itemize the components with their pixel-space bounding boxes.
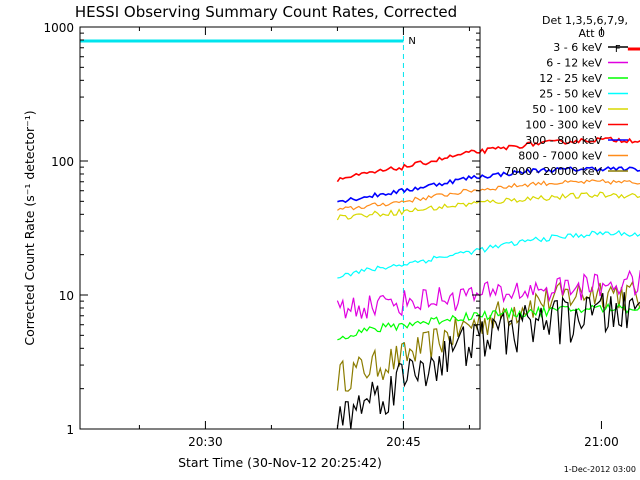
y-tick-label: 100	[51, 155, 74, 169]
legend-entry-label: 300 - 800 keV	[525, 134, 602, 147]
legend-entry-label: 800 - 7000 keV	[518, 150, 602, 163]
x-tick-label: 21:00	[584, 435, 619, 449]
y-axis-label: Corrected Count Rate (s⁻¹ detector⁻¹)	[22, 110, 37, 345]
legend-entry-label: 6 - 12 keV	[546, 57, 602, 70]
legend-entry-label: 7000 - 20000 keV	[504, 165, 602, 178]
series-line-6-12	[336, 269, 640, 319]
series-line-300-800	[337, 166, 640, 204]
plot-area: NF	[80, 27, 640, 430]
plot-frame	[79, 26, 481, 430]
axes: 110100100020:3020:4521:0021:1521:3021:45…	[43, 21, 619, 449]
series-line-3-6	[336, 292, 640, 430]
series-line-7000-20000	[336, 280, 640, 392]
y-tick-label: 1000	[43, 21, 74, 35]
series-line-800-7000	[337, 178, 640, 211]
y-tick-label: 1	[66, 423, 74, 437]
legend-entry-label: 100 - 300 keV	[525, 119, 602, 132]
legend-entry-label: 12 - 25 keV	[539, 72, 602, 85]
x-axis-label: Start Time (30-Nov-12 20:25:42)	[178, 455, 382, 470]
x-tick-label: 20:30	[188, 435, 223, 449]
legend-entry-label: 50 - 100 keV	[532, 103, 602, 116]
chart-title: HESSI Observing Summary Count Rates, Cor…	[75, 3, 457, 21]
flare-label: F	[615, 44, 621, 55]
night-label: N	[408, 36, 415, 47]
legend-header-line-1: Det 1,3,5,6,7,9,	[542, 14, 628, 27]
series-line-25-50	[337, 229, 640, 279]
series-line-100-300	[336, 136, 640, 183]
timestamp: 1-Dec-2012 03:00	[564, 465, 636, 474]
legend: 3 - 6 keV 6 - 12 keV 12 - 25 keV 25 - 50 ke…	[504, 41, 628, 178]
x-tick-label: 20:45	[386, 435, 421, 449]
legend-entry-label: 3 - 6 keV	[553, 41, 602, 54]
legend-entry-label: 25 - 50 keV	[539, 88, 602, 101]
series-line-50-100	[336, 191, 640, 221]
y-tick-label: 10	[59, 289, 74, 303]
series-line-12-25	[337, 302, 640, 341]
legend-header-line-2: Att 0	[579, 27, 605, 40]
